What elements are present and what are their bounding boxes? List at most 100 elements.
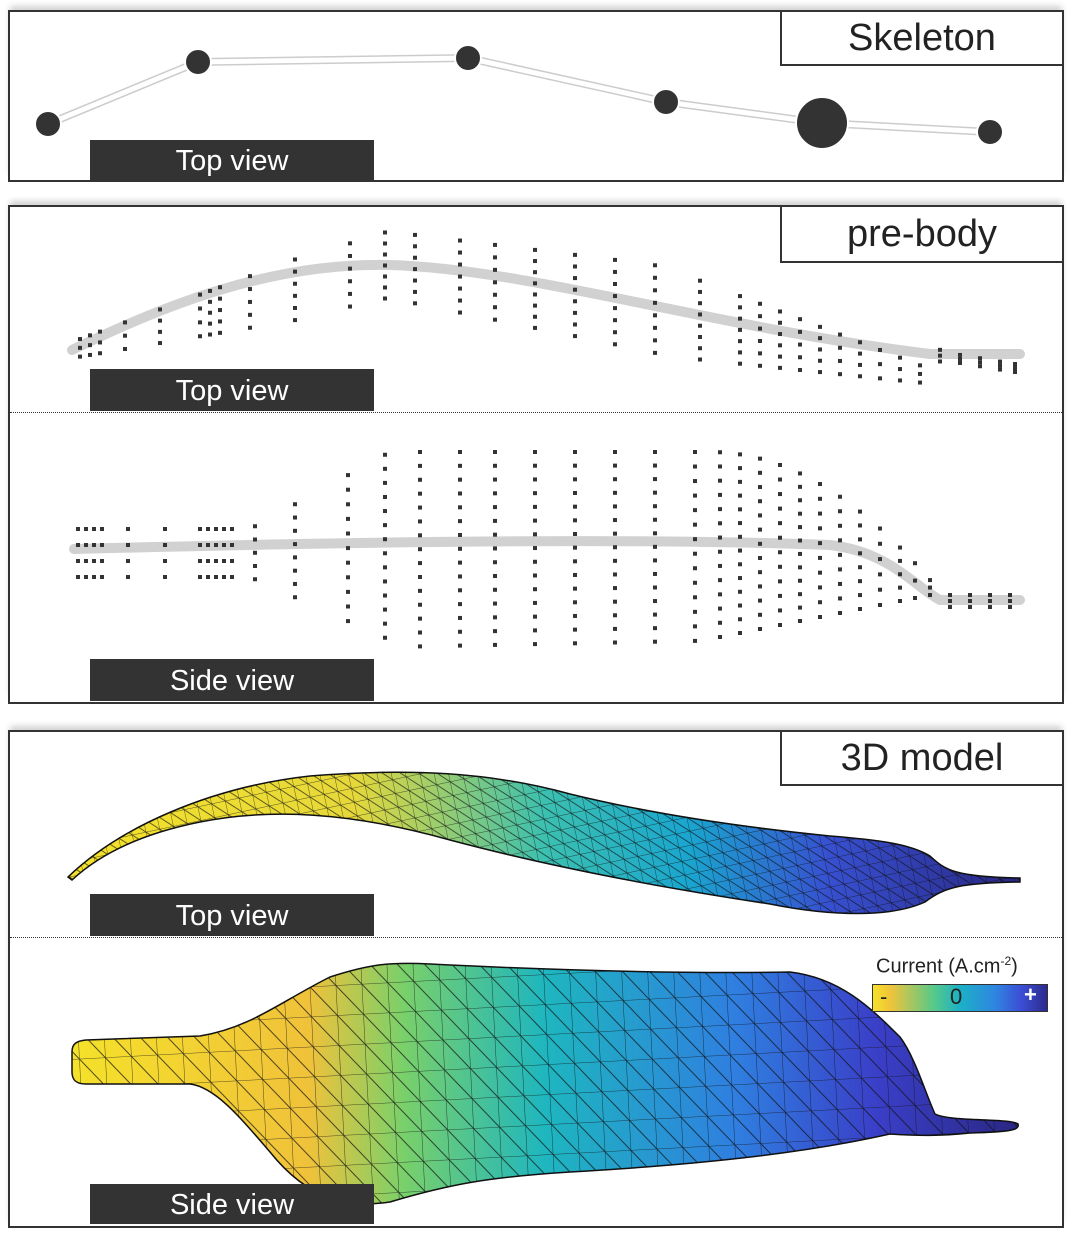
- prebody-point: [413, 301, 417, 306]
- prebody-title: pre-body: [780, 207, 1062, 263]
- prebody-point: [418, 602, 422, 607]
- prebody-point: [100, 527, 104, 531]
- prebody-point: [458, 477, 462, 482]
- prebody-point: [613, 306, 617, 311]
- prebody-point: [738, 361, 742, 366]
- prebody-point: [653, 639, 657, 644]
- prebody-point: [418, 519, 422, 524]
- prebody-point: [248, 299, 252, 304]
- prebody-point: [778, 608, 782, 613]
- prebody-point: [493, 629, 497, 634]
- prebody-point: [458, 238, 462, 243]
- skeleton-node: [454, 44, 482, 72]
- prebody-point: [418, 574, 422, 579]
- prebody-point: [758, 363, 762, 368]
- prebody-point: [738, 631, 742, 635]
- prebody-point: [198, 543, 202, 547]
- prebody-point: [1013, 362, 1017, 367]
- prebody-side-view-label: Side view: [90, 659, 374, 701]
- prebody-point: [838, 611, 842, 615]
- prebody-point: [928, 578, 932, 583]
- prebody-point: [248, 274, 252, 279]
- prebody-point: [613, 463, 617, 468]
- prebody-point: [718, 620, 722, 625]
- prebody-point: [493, 587, 497, 592]
- prebody-point: [1008, 599, 1012, 603]
- prebody-point: [88, 343, 92, 348]
- prebody-point: [208, 288, 212, 293]
- prebody-point: [738, 452, 742, 457]
- prebody-point: [92, 575, 96, 579]
- prebody-point: [613, 342, 617, 347]
- prebody-point: [293, 568, 297, 573]
- prebody-point: [738, 339, 742, 344]
- prebody-point: [758, 351, 762, 356]
- prebody-point: [198, 320, 202, 325]
- prebody-point: [493, 560, 497, 565]
- prebody-point: [230, 527, 234, 531]
- prebody-point: [493, 242, 497, 247]
- prebody-point: [613, 545, 617, 550]
- prebody-point: [100, 543, 104, 547]
- prebody-point: [613, 558, 617, 563]
- prebody-point: [818, 324, 822, 329]
- prebody-point: [573, 586, 577, 591]
- model-divider: [10, 937, 1062, 938]
- prebody-point: [978, 364, 982, 369]
- prebody-point: [458, 310, 462, 315]
- prebody-point: [653, 571, 657, 576]
- prebody-point: [413, 278, 417, 283]
- prebody-point: [206, 527, 210, 531]
- prebody-point: [198, 334, 202, 339]
- skeleton-node: [184, 48, 212, 76]
- prebody-point: [208, 332, 212, 337]
- prebody-point: [718, 464, 722, 469]
- prebody-point: [493, 642, 497, 647]
- prebody-point: [218, 296, 222, 301]
- prebody-point: [738, 617, 742, 622]
- prebody-point: [928, 593, 932, 597]
- prebody-point: [693, 566, 697, 571]
- prebody-point: [653, 490, 657, 495]
- prebody-point: [653, 585, 657, 590]
- prebody-point: [458, 250, 462, 255]
- prebody-point: [493, 615, 497, 620]
- prebody-point: [698, 312, 702, 317]
- prebody-point: [573, 572, 577, 577]
- prebody-point: [493, 546, 497, 551]
- prebody-point: [818, 336, 822, 341]
- prebody-point: [898, 355, 902, 360]
- prebody-point: [693, 580, 697, 585]
- prebody-point: [1013, 366, 1017, 371]
- prebody-point: [383, 635, 387, 640]
- prebody-point: [346, 619, 350, 624]
- prebody-point: [898, 558, 902, 563]
- prebody-divider: [10, 412, 1062, 413]
- prebody-point: [383, 274, 387, 279]
- prebody-point: [758, 527, 762, 532]
- prebody-point: [248, 325, 252, 330]
- prebody-point: [968, 599, 972, 603]
- prebody-point: [613, 490, 617, 495]
- prebody-point: [98, 340, 102, 345]
- prebody-point: [293, 595, 297, 600]
- prebody-point: [758, 612, 762, 617]
- prebody-point: [738, 603, 742, 608]
- model-side-view-label: Side view: [90, 1184, 374, 1224]
- prebody-point: [533, 292, 537, 297]
- prebody-point: [198, 292, 202, 297]
- prebody-point: [718, 635, 722, 639]
- prebody-point: [613, 477, 617, 482]
- prebody-point: [198, 559, 202, 563]
- prebody-point: [958, 360, 962, 365]
- prebody-point: [998, 367, 1002, 372]
- prebody-point: [693, 493, 697, 498]
- prebody-point: [158, 307, 162, 312]
- prebody-point: [913, 596, 917, 600]
- prebody-point: [573, 627, 577, 632]
- prebody-point: [898, 599, 902, 603]
- prebody-point: [458, 262, 462, 267]
- prebody-point: [493, 267, 497, 272]
- prebody-point: [348, 253, 352, 258]
- prebody-point: [738, 521, 742, 526]
